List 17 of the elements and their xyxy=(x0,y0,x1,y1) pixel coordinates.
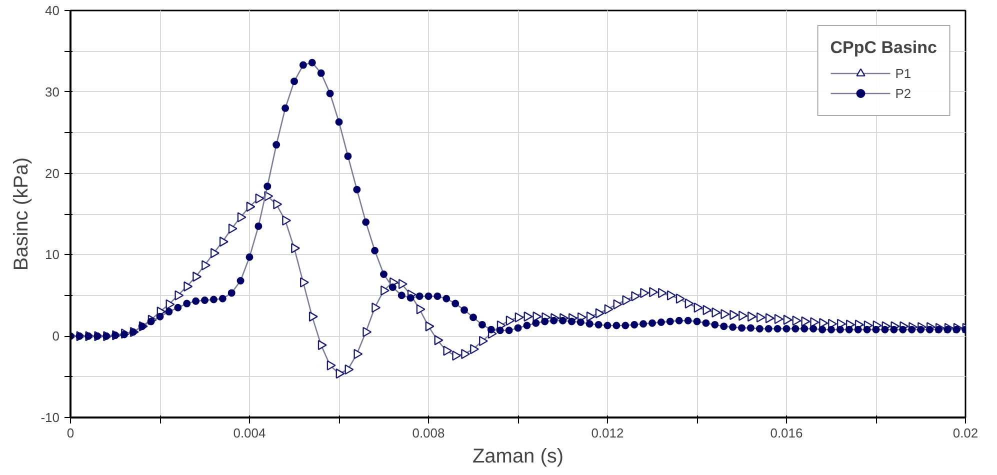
x-tick-label: 0.016 xyxy=(770,426,803,440)
y-tick-label: -10 xyxy=(40,410,60,425)
x-tick-label: 0.008 xyxy=(412,426,445,440)
legend-label: P1 xyxy=(895,66,912,80)
y-tick-label: 40 xyxy=(45,3,60,18)
legend-title: CPpC Basinc xyxy=(830,38,937,58)
y-tick-label: 10 xyxy=(45,247,60,262)
legend-label: P2 xyxy=(895,86,912,100)
y-tick-label: 20 xyxy=(45,166,60,181)
y-tick-label: 30 xyxy=(45,84,60,100)
x-tick-label: 0.004 xyxy=(233,426,266,440)
y-tick-label: 0 xyxy=(52,328,60,344)
x-tick-label: 0.012 xyxy=(591,426,624,440)
y-axis-title: Basinc (kPa) xyxy=(10,157,33,271)
x-tick-label: 0 xyxy=(66,426,74,440)
x-axis-title: Zaman (s) xyxy=(472,446,564,468)
x-tick-label: 0.02 xyxy=(952,426,978,440)
